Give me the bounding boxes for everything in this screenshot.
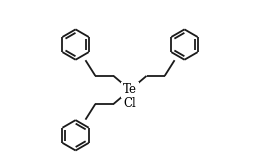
Text: Cl: Cl [124, 97, 136, 110]
Text: Te: Te [123, 83, 137, 96]
